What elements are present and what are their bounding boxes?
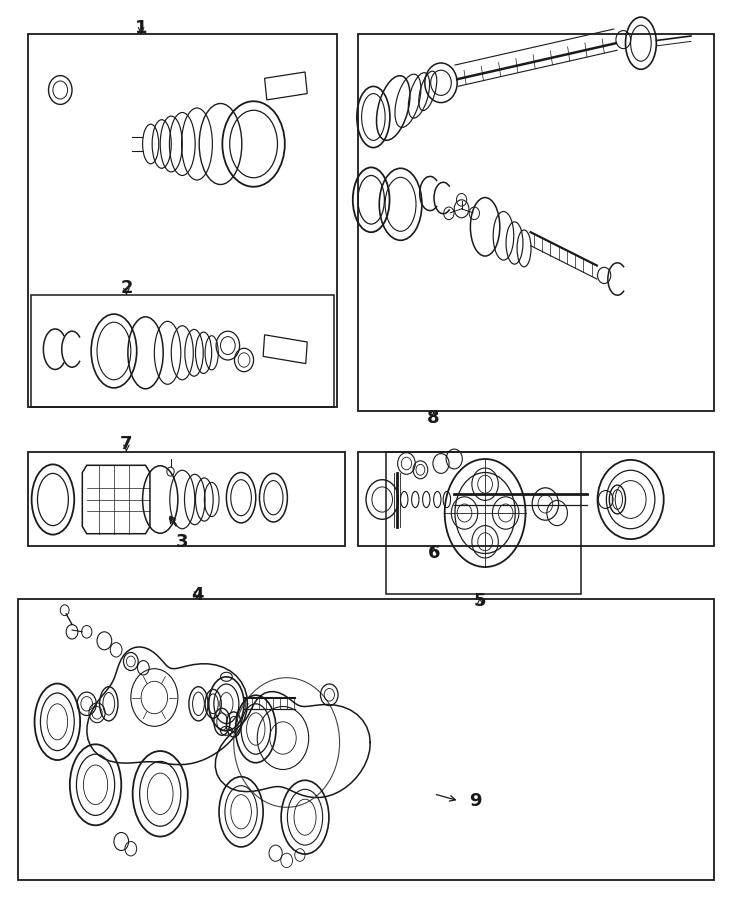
Bar — [358, 34, 714, 411]
Bar — [358, 452, 714, 546]
Text: 4: 4 — [190, 586, 204, 604]
Text: 7: 7 — [120, 435, 133, 453]
Text: 1: 1 — [135, 19, 148, 37]
Bar — [18, 598, 714, 880]
Bar — [28, 34, 337, 407]
Text: 9: 9 — [469, 792, 481, 810]
Bar — [28, 452, 345, 546]
Text: 6: 6 — [427, 544, 440, 562]
Text: 3: 3 — [176, 533, 189, 551]
Text: 2: 2 — [120, 279, 133, 297]
Text: 5: 5 — [473, 592, 487, 610]
Bar — [386, 452, 581, 594]
Bar — [31, 295, 334, 407]
Text: 8: 8 — [427, 409, 440, 427]
